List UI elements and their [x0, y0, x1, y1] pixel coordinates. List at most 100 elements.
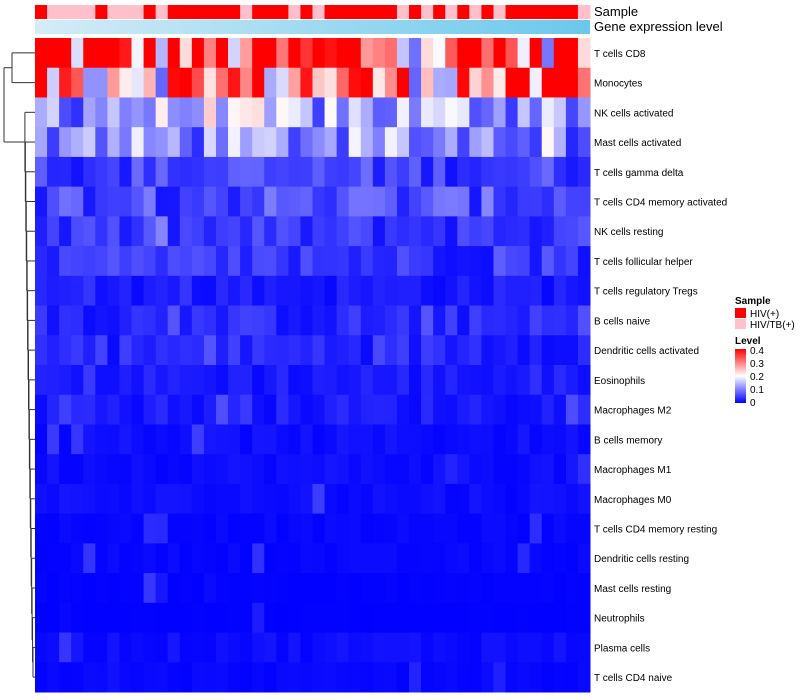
- heatmap-cell: [300, 275, 313, 307]
- heatmap-cell: [228, 97, 241, 128]
- heatmap-cell: [252, 156, 265, 188]
- heatmap-cell: [179, 186, 193, 217]
- heatmap-cell: [565, 424, 579, 455]
- heatmap-cell: [252, 127, 265, 158]
- heatmap-cell: [324, 275, 338, 307]
- row-label: T cells gamma delta: [594, 168, 684, 179]
- heatmap-cell: [384, 186, 398, 217]
- heatmap-cell: [445, 335, 458, 366]
- heatmap-cell: [107, 365, 120, 396]
- heatmap-cell: [348, 424, 362, 455]
- heatmap-cell: [336, 246, 350, 277]
- heatmap-cell: [469, 97, 482, 128]
- heatmap-cell: [191, 424, 205, 455]
- heatmap-cell: [517, 275, 531, 307]
- heatmap-cell: [35, 97, 48, 128]
- heatmap-cell: [228, 573, 241, 604]
- heatmap-cell: [191, 632, 205, 663]
- heatmap-cell: [35, 662, 48, 693]
- heatmap-cell: [71, 573, 84, 604]
- heatmap-cell: [553, 513, 567, 544]
- heatmap-cell: [228, 483, 241, 515]
- heatmap-cell: [300, 246, 313, 277]
- heatmap-cell: [577, 394, 591, 425]
- heatmap-cell: [95, 216, 108, 247]
- heatmap-cell: [409, 97, 422, 128]
- heatmap-cell: [71, 365, 84, 396]
- heatmap-cell: [155, 38, 169, 69]
- heatmap-cell: [119, 424, 133, 455]
- heatmap-cell: [264, 97, 277, 128]
- heatmap-cell: [95, 424, 108, 455]
- heatmap-cell: [131, 424, 145, 455]
- heatmap-cell: [529, 632, 543, 663]
- heatmap-cell: [312, 335, 326, 366]
- heatmap-cell: [384, 216, 398, 247]
- heatmap-cell: [445, 127, 458, 158]
- heatmap-cell: [191, 365, 205, 396]
- heatmap-cell: [143, 662, 157, 693]
- heatmap-cell: [360, 394, 374, 425]
- heatmap-cell: [493, 632, 507, 663]
- row-label: T cells CD4 memory activated: [594, 198, 727, 209]
- heatmap-cell: [384, 543, 398, 574]
- heatmap-cell: [360, 513, 374, 544]
- heatmap-cell: [445, 543, 458, 574]
- heatmap-cell: [95, 156, 108, 188]
- heatmap-cell: [59, 662, 72, 693]
- heatmap-cell: [167, 483, 181, 515]
- heatmap-cell: [288, 186, 301, 217]
- heatmap-cell: [493, 67, 507, 98]
- heatmap-cell: [264, 662, 277, 693]
- heatmap-cell: [372, 573, 386, 604]
- heatmap-cell: [445, 632, 458, 663]
- heatmap-cell: [372, 186, 386, 217]
- heatmap-cell: [47, 67, 60, 98]
- heatmap-cell: [324, 513, 338, 544]
- heatmap-cell: [469, 573, 482, 604]
- heatmap-cell: [517, 216, 531, 247]
- heatmap-cell: [505, 602, 519, 634]
- heatmap-cell: [240, 67, 253, 98]
- heatmap-cell: [336, 513, 350, 544]
- heatmap-cell: [179, 335, 193, 366]
- heatmap-cell: [409, 67, 422, 98]
- heatmap-cell: [481, 305, 494, 336]
- heatmap-cell: [409, 602, 422, 634]
- heatmap-cell: [47, 97, 60, 128]
- heatmap-cell: [529, 365, 543, 396]
- heatmap-cell: [83, 573, 96, 604]
- heatmap-cell: [264, 632, 277, 663]
- heatmap-cell: [348, 156, 362, 188]
- heatmap-cell: [481, 275, 494, 307]
- heatmap-cell: [541, 67, 555, 98]
- heatmap-cell: [215, 632, 229, 663]
- heatmap-cell: [553, 602, 567, 634]
- heatmap-cell: [215, 156, 229, 188]
- sample-annotation-cell: [348, 5, 362, 19]
- heatmap-cell: [35, 602, 48, 634]
- legend-tick-0.3: 0.3: [750, 359, 764, 370]
- heatmap-cell: [288, 454, 301, 485]
- heatmap-cell: [83, 67, 96, 98]
- heatmap-cell: [445, 305, 458, 336]
- heatmap-cell: [300, 394, 313, 425]
- heatmap-cell: [240, 127, 253, 158]
- heatmap-cell: [155, 97, 169, 128]
- legend-label-hivtb: HIV/TB(+): [750, 320, 795, 331]
- heatmap-cell: [59, 454, 72, 485]
- heatmap-cell: [83, 483, 96, 515]
- legend-swatch-hiv: [735, 308, 746, 318]
- heatmap-cell: [336, 573, 350, 604]
- heatmap-cell: [445, 662, 458, 693]
- heatmap-cell: [215, 335, 229, 366]
- heatmap-cell: [59, 216, 72, 247]
- heatmap-cell: [71, 513, 84, 544]
- heatmap-cell: [288, 97, 301, 128]
- heatmap-cell: [396, 305, 410, 336]
- heatmap-cell: [541, 483, 555, 515]
- heatmap-cell: [529, 335, 543, 366]
- heatmap-cell: [421, 365, 434, 396]
- row-label: T cells CD4 memory resting: [594, 525, 717, 536]
- heatmap-cell: [517, 454, 531, 485]
